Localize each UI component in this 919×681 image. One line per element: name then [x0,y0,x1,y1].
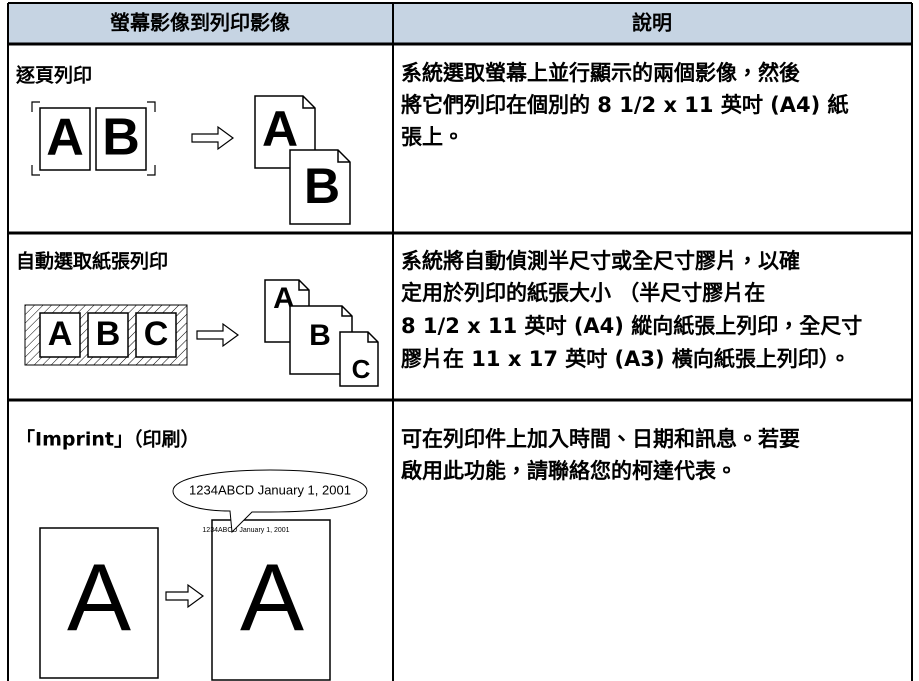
description-line: 系統選取螢幕上並行顯示的兩個影像，然後 [401,61,800,85]
header-bg [8,3,912,43]
image-letter: A [48,315,73,353]
image-letter: A [46,109,84,167]
print-letter: B [309,319,331,352]
illustration: A B A B [31,95,351,225]
header-cell: 說明 [632,11,672,35]
description-line: 膠片在 11 x 17 英吋 (A3) 橫向紙張上列印）。 [401,347,850,371]
image-letter: B [96,315,121,353]
description-line: 可在列印件上加入時間、日期和訊息。若要 [401,427,800,451]
image-letter: B [102,109,140,167]
description-line: 張上。 [401,125,464,149]
print-letter: A [262,101,298,157]
description-line: 系統將自動偵測半尺寸或全尺寸膠片，以確 [401,249,800,273]
row-title: 自動選取紙張列印 [16,250,168,273]
header-cell: 螢幕影像到列印影像 [110,11,290,35]
illustration: A 1234ABCD January 1, 2001 A 1234ABCD Ja… [39,469,368,681]
row-title: 「Imprint」（印刷） [16,428,199,451]
callout-text: 1234ABCD January 1, 2001 [189,482,351,497]
print-letter: B [304,158,340,214]
description-line: 將它們列印在個別的 8 1/2 x 11 英吋 (A4) 紙 [401,93,849,117]
table-borders [7,2,913,681]
print-letter: C [352,354,371,384]
description-line: 定用於列印的紙張大小 （半尺寸膠片在 [401,281,765,305]
imprint-text: 1234ABCD January 1, 2001 [202,527,289,534]
image-letter: C [144,315,169,353]
image-letter: A [67,544,131,651]
row-title: 逐頁列印 [15,64,92,87]
description-line: 8 1/2 x 11 英吋 (A4) 縱向紙張上列印，全尺寸 [401,314,862,338]
illustration: A B C A B C [24,279,379,387]
description-line: 啟用此功能，請聯絡您的柯達代表。 [401,459,737,483]
print-letter: A [240,544,304,651]
